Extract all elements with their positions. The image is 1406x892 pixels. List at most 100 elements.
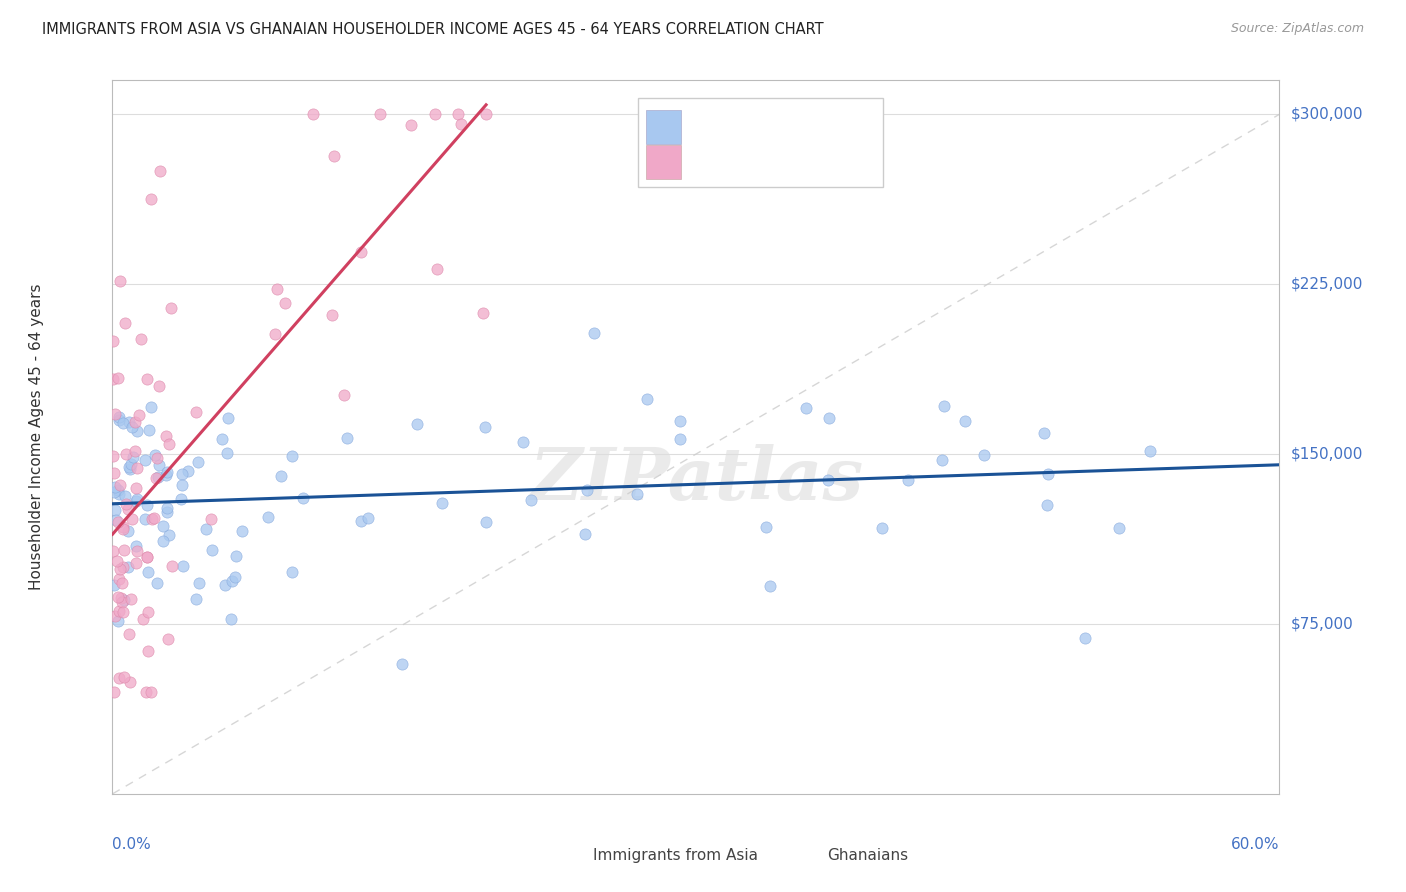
Text: R =: R =	[690, 120, 723, 134]
Point	[215, 446, 238, 460]
Point	[107, 590, 129, 604]
Point	[122, 450, 145, 464]
Point	[405, 417, 427, 431]
Point	[225, 549, 247, 563]
Point	[350, 514, 373, 528]
Point	[274, 296, 297, 310]
Point	[474, 420, 496, 434]
Point	[108, 672, 131, 686]
Point	[108, 410, 131, 425]
Point	[574, 527, 596, 541]
Point	[184, 405, 207, 419]
Point	[224, 569, 246, 583]
Point	[103, 371, 125, 385]
Point	[194, 522, 217, 536]
Point	[170, 492, 193, 507]
Point	[112, 670, 135, 684]
Point	[368, 107, 391, 121]
FancyBboxPatch shape	[796, 845, 821, 867]
Point	[114, 490, 136, 504]
Point	[125, 544, 148, 558]
Point	[120, 457, 142, 471]
Point	[152, 519, 174, 533]
Point	[134, 453, 156, 467]
Point	[111, 575, 134, 590]
Point	[520, 492, 543, 507]
Point	[110, 595, 132, 609]
Point	[214, 578, 236, 592]
Text: 0.220: 0.220	[728, 155, 778, 169]
Point	[148, 164, 170, 178]
Point	[425, 107, 447, 121]
Point	[143, 511, 166, 525]
Point	[475, 107, 498, 121]
Point	[870, 521, 893, 535]
FancyBboxPatch shape	[562, 845, 588, 867]
Text: Ghanaians: Ghanaians	[827, 848, 908, 863]
Point	[270, 468, 292, 483]
Point	[138, 423, 160, 437]
Point	[582, 326, 605, 340]
Text: 60.0%: 60.0%	[1232, 837, 1279, 852]
Point	[172, 559, 194, 574]
Point	[794, 401, 817, 415]
Point	[120, 591, 142, 606]
Text: 0.0%: 0.0%	[112, 837, 152, 852]
Point	[157, 632, 180, 647]
Point	[103, 578, 125, 592]
Point	[136, 549, 159, 564]
Point	[110, 591, 132, 606]
Point	[138, 566, 160, 580]
Point	[148, 458, 170, 472]
Point	[125, 481, 148, 495]
Text: N =: N =	[787, 120, 821, 134]
FancyBboxPatch shape	[645, 145, 681, 179]
Point	[136, 644, 159, 658]
Point	[231, 524, 253, 538]
Point	[107, 371, 129, 385]
Point	[156, 500, 179, 515]
Point	[108, 274, 131, 288]
Point	[112, 593, 135, 607]
Text: IMMIGRANTS FROM ASIA VS GHANAIAN HOUSEHOLDER INCOME AGES 45 - 64 YEARS CORRELATI: IMMIGRANTS FROM ASIA VS GHANAIAN HOUSEHO…	[42, 22, 824, 37]
Point	[1139, 444, 1161, 458]
Point	[932, 400, 955, 414]
Point	[145, 576, 167, 591]
Point	[356, 510, 378, 524]
Point	[145, 451, 167, 466]
Point	[125, 460, 148, 475]
Point	[124, 444, 146, 458]
Point	[221, 574, 243, 589]
FancyBboxPatch shape	[645, 110, 681, 144]
FancyBboxPatch shape	[638, 98, 883, 187]
Point	[103, 467, 125, 481]
Point	[110, 478, 132, 492]
Point	[755, 520, 778, 534]
Text: Source: ZipAtlas.com: Source: ZipAtlas.com	[1230, 22, 1364, 36]
Y-axis label: Householder Income Ages 45 - 64 years: Householder Income Ages 45 - 64 years	[30, 284, 44, 591]
Point	[266, 282, 288, 296]
Point	[576, 483, 599, 498]
Point	[139, 192, 162, 206]
Point	[103, 544, 125, 558]
Point	[146, 469, 169, 483]
Point	[475, 515, 498, 529]
Point	[187, 455, 209, 469]
Point	[118, 461, 141, 475]
Point	[211, 432, 233, 446]
Point	[117, 524, 139, 538]
Point	[104, 513, 127, 527]
Point	[332, 387, 354, 401]
Point	[135, 498, 157, 512]
Point	[391, 657, 413, 672]
Point	[157, 528, 180, 542]
Point	[184, 591, 207, 606]
Point	[973, 448, 995, 462]
Point	[112, 605, 135, 619]
Point	[160, 301, 183, 315]
Point	[125, 557, 148, 571]
Text: Immigrants from Asia: Immigrants from Asia	[593, 848, 758, 863]
Point	[897, 474, 920, 488]
Point	[172, 478, 194, 492]
Point	[322, 149, 344, 163]
